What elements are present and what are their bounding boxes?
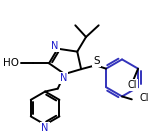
Text: N: N	[60, 73, 67, 83]
Text: S: S	[93, 56, 100, 66]
Text: N: N	[41, 123, 49, 133]
Text: N: N	[51, 41, 58, 51]
Text: Cl: Cl	[128, 80, 137, 90]
Text: Cl: Cl	[140, 93, 149, 103]
Text: HO: HO	[3, 58, 19, 68]
